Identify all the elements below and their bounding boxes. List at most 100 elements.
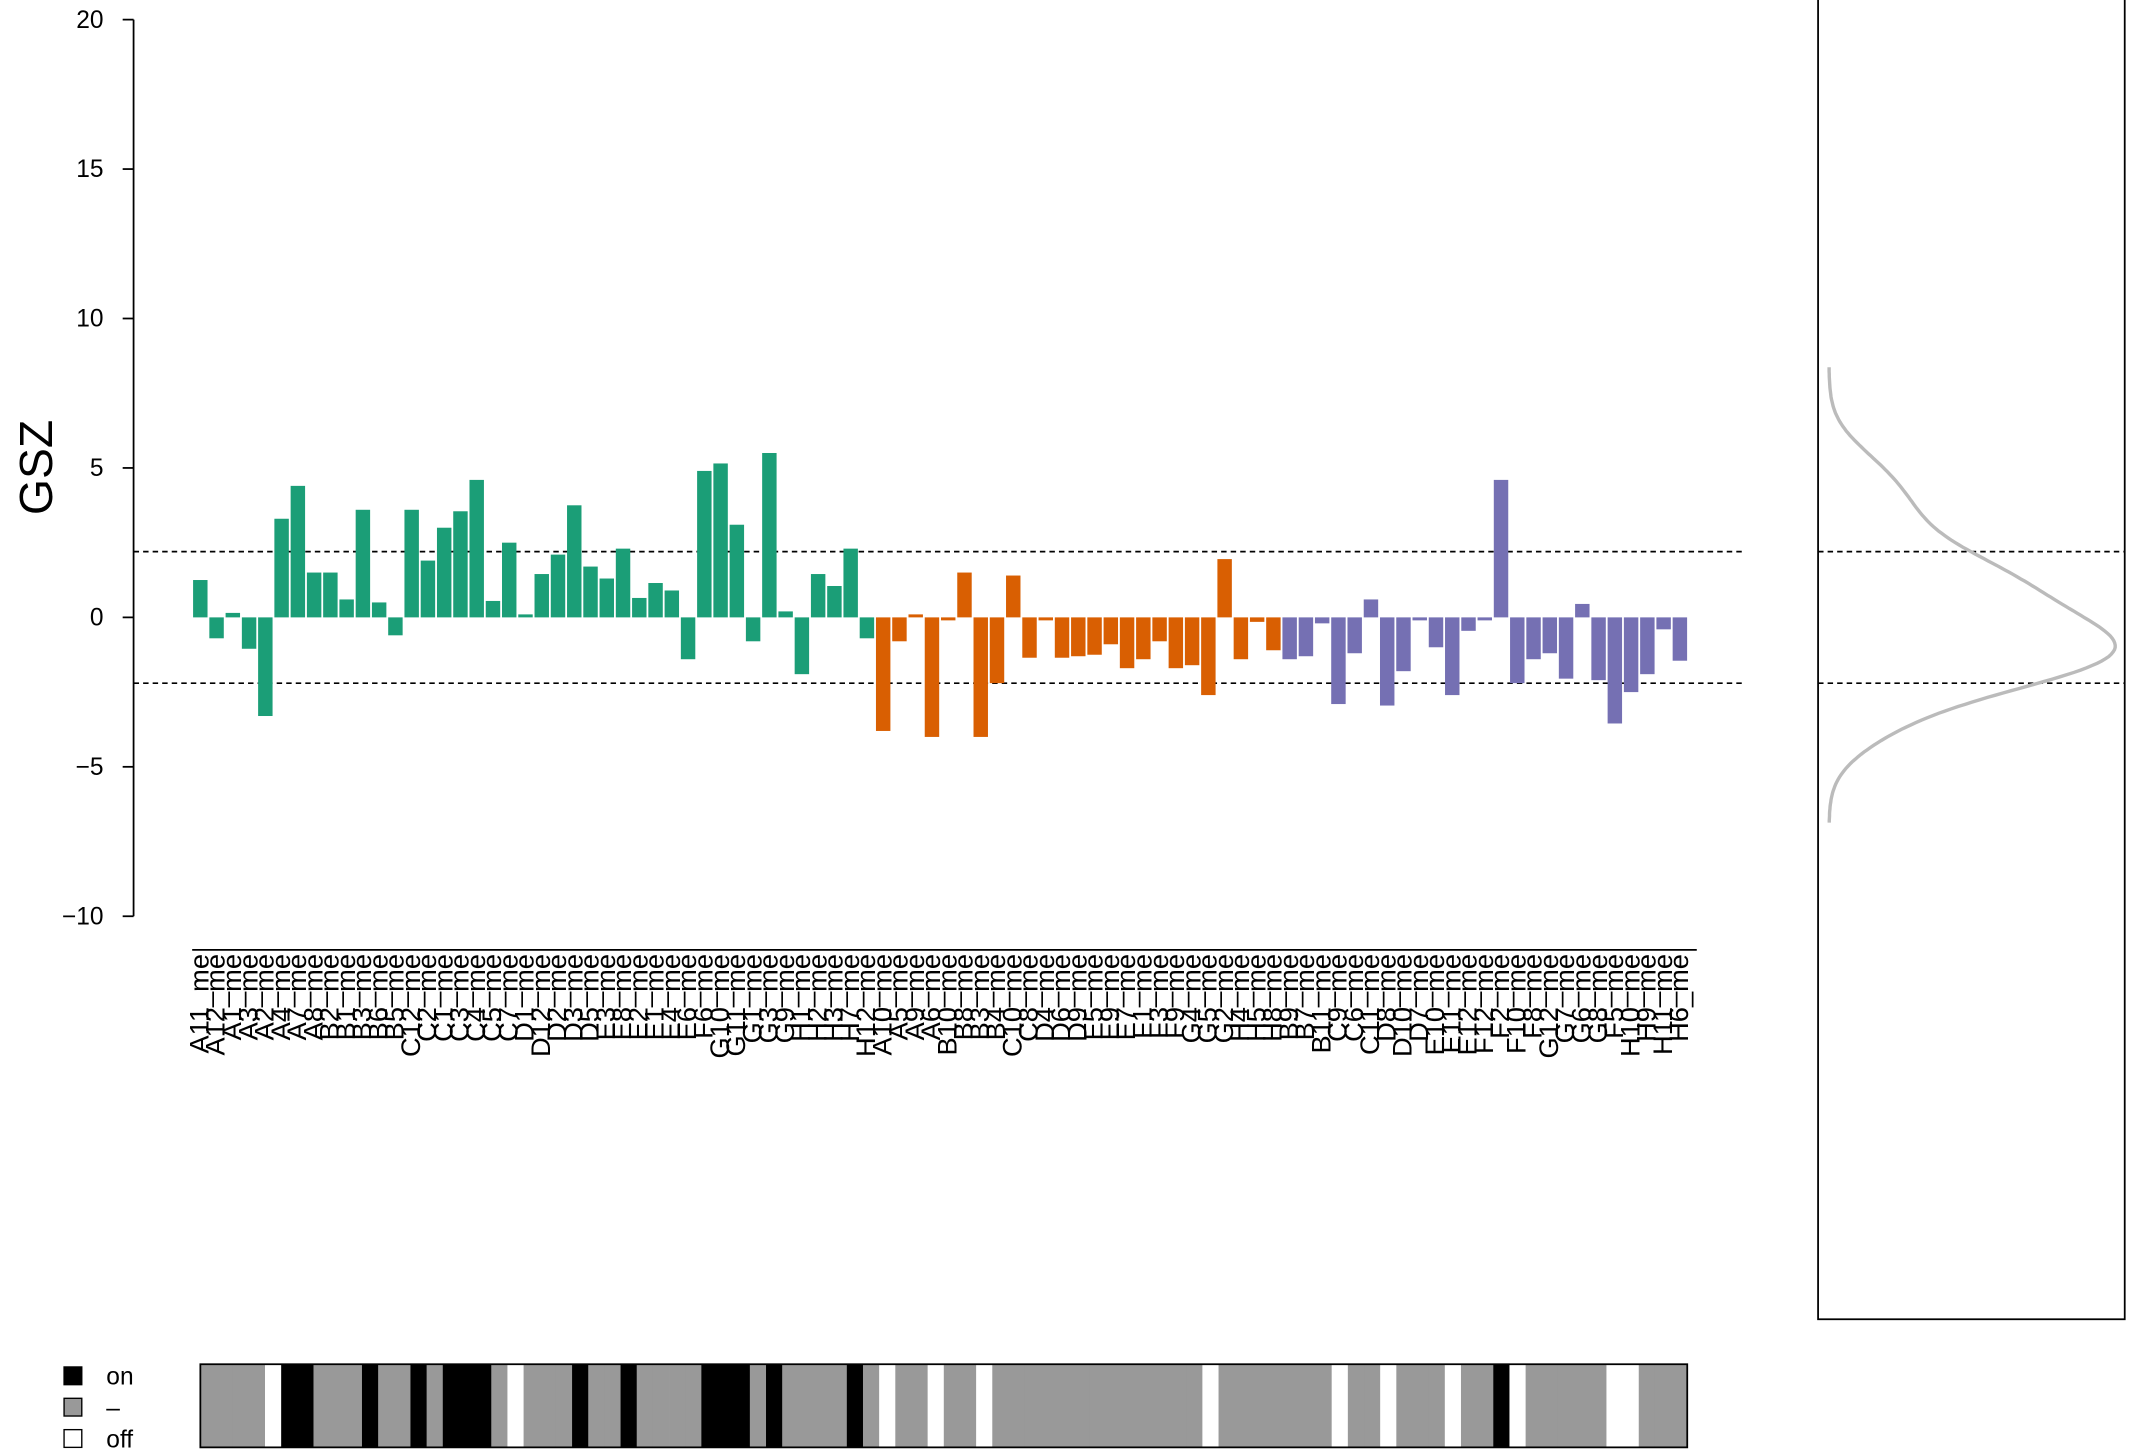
x-tick-label: E3_me: [590, 954, 621, 1040]
bar: [843, 548, 858, 618]
bar: [371, 602, 387, 618]
status-cell: [976, 1364, 993, 1448]
status-cell: [1331, 1364, 1349, 1448]
status-cell: [1460, 1364, 1478, 1448]
bar: [957, 572, 972, 618]
bar: [1103, 617, 1119, 645]
status-cell: [200, 1364, 217, 1448]
status-cell: [588, 1364, 605, 1448]
bar: [778, 611, 793, 618]
status-cell: [959, 1364, 977, 1448]
bar: [875, 617, 891, 731]
y-tick-label: 10: [76, 306, 103, 333]
status-cell: [1364, 1364, 1381, 1448]
status-cell: [572, 1364, 589, 1448]
x-tick-label: G1_me: [736, 954, 767, 1043]
x-tick-label: E5_me: [1078, 954, 1109, 1040]
bar: [1347, 617, 1362, 654]
x-tick-label: G12_me: [1533, 954, 1564, 1059]
status-cell: [846, 1364, 864, 1448]
x-tick-label: A3_me: [232, 954, 263, 1040]
status-cell: [1412, 1364, 1430, 1448]
status-cell: [523, 1364, 541, 1448]
status-cell: [1250, 1364, 1268, 1448]
x-tick-label: F10_me: [1500, 954, 1531, 1054]
y-tick-label: −10: [62, 903, 104, 930]
bar: [1510, 617, 1525, 684]
status-cell: [394, 1364, 411, 1448]
bar: [989, 617, 1005, 684]
x-tick-label: G5_me: [1192, 954, 1223, 1043]
bar: [1591, 617, 1606, 681]
x-tick-label: G2_me: [1208, 954, 1239, 1043]
bar: [924, 617, 940, 737]
status-cell: [1315, 1364, 1333, 1448]
status-cell: [1056, 1364, 1074, 1448]
bar: [404, 509, 419, 618]
x-tick-label: H12_me: [850, 954, 881, 1057]
status-cell: [1525, 1364, 1543, 1448]
bar: [1087, 617, 1102, 655]
bar: [323, 572, 338, 618]
x-tick-label: C5_me: [476, 954, 507, 1042]
status-cell: [1574, 1364, 1591, 1448]
bar: [1493, 479, 1509, 618]
status-cell: [1671, 1364, 1688, 1448]
bar: [1363, 599, 1379, 618]
status-cell: [555, 1364, 573, 1448]
x-tick-label: E7_me: [1110, 954, 1141, 1040]
x-tick-label: G10_me: [704, 954, 735, 1059]
bar: [1217, 559, 1232, 618]
x-tick-label: F3_me: [1143, 954, 1174, 1039]
status-cell: [733, 1364, 751, 1448]
x-tick-label: D3_me: [557, 954, 588, 1042]
status-cell: [1008, 1364, 1026, 1448]
x-tick-label: D6_me: [1045, 954, 1076, 1042]
status-cell: [636, 1364, 654, 1448]
status-cell: [1283, 1364, 1300, 1448]
legend-swatch: [63, 1428, 83, 1449]
x-tick-label: B3_me: [964, 954, 995, 1040]
bar: [274, 518, 289, 618]
status-cell: [701, 1364, 718, 1448]
status-cell: [685, 1364, 702, 1448]
status-cell: [1202, 1364, 1219, 1448]
status-cell: [329, 1364, 347, 1448]
status-cell: [1622, 1364, 1640, 1448]
legend-label: off: [106, 1426, 133, 1452]
status-cell: [1590, 1364, 1607, 1448]
status-cell: [1299, 1364, 1316, 1448]
status-cell: [281, 1364, 298, 1448]
bar: [827, 585, 842, 618]
status-cell: [1428, 1364, 1446, 1448]
bar: [1314, 617, 1330, 624]
x-tick-label: F1_me: [1127, 954, 1158, 1039]
x-tick-label: B10_me: [931, 954, 962, 1055]
status-cell: [345, 1364, 363, 1448]
status-cell: [1493, 1364, 1510, 1448]
status-cell: [1541, 1364, 1559, 1448]
bar: [892, 617, 907, 642]
bar: [388, 617, 403, 636]
x-tick-label: A7_me: [281, 954, 312, 1040]
bar: [306, 572, 322, 618]
status-cell: [669, 1364, 686, 1448]
status-cell: [539, 1364, 557, 1448]
bar: [290, 485, 306, 618]
status-cell: [1509, 1364, 1527, 1448]
x-tick-label: D12_me: [525, 954, 556, 1057]
status-cell: [1170, 1364, 1187, 1448]
bar: [648, 583, 663, 618]
status-cell: [927, 1364, 945, 1448]
bar: [745, 617, 761, 642]
bar: [1477, 617, 1492, 621]
bar: [534, 574, 549, 618]
x-tick-label: E8_me: [606, 954, 637, 1040]
status-cell: [297, 1364, 314, 1448]
bar: [1526, 617, 1541, 660]
x-tick-label: H5_me: [1240, 954, 1271, 1042]
x-tick-label: H4_me: [1224, 954, 1255, 1042]
status-cell: [378, 1364, 395, 1448]
bar: [1640, 617, 1655, 675]
status-cell: [895, 1364, 912, 1448]
